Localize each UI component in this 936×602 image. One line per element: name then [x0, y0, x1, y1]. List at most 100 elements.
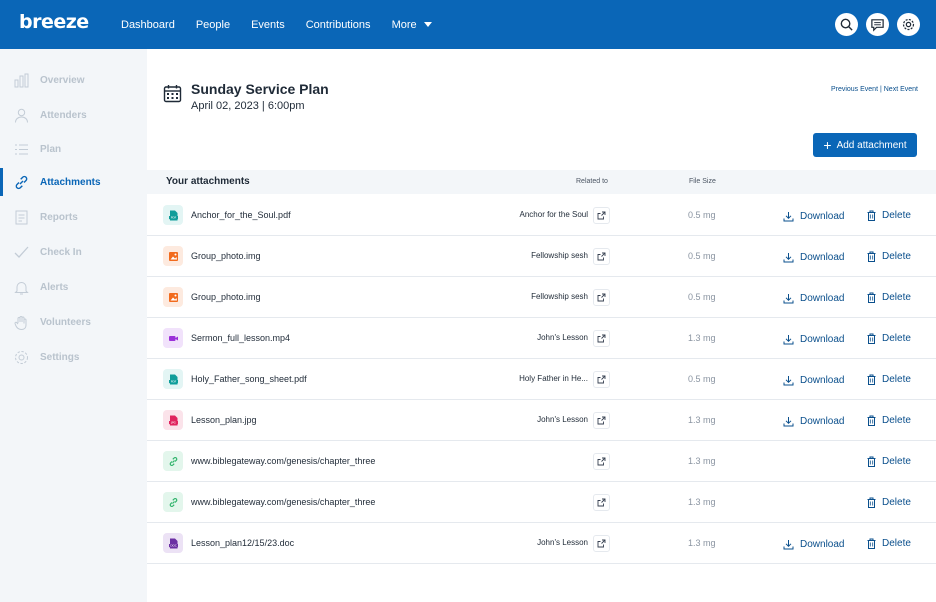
breeze-logo[interactable]: breeze — [19, 11, 89, 33]
file-size: 0.5 mg — [688, 251, 716, 261]
table-row: Group_photo.img Fellowship sesh 0.5 mg Down… — [147, 277, 936, 318]
sidebar-item-settings[interactable]: Settings — [0, 343, 147, 371]
download-button[interactable]: Download — [783, 293, 844, 304]
nav-more[interactable]: More — [392, 19, 432, 31]
chevron-down-icon — [423, 22, 432, 27]
open-external-button[interactable] — [593, 248, 610, 265]
nav-dashboard[interactable]: Dashboard — [121, 18, 175, 31]
related-to: Fellowship sesh — [531, 251, 588, 260]
trash-icon — [866, 538, 882, 549]
download-label: Download — [800, 252, 845, 263]
external-link-icon — [597, 457, 606, 466]
download-button[interactable]: Download — [783, 375, 844, 386]
download-label: Download — [800, 293, 845, 304]
delete-label: Delete — [882, 210, 911, 221]
delete-button[interactable]: Delete — [866, 210, 911, 221]
delete-button[interactable]: Delete — [866, 456, 911, 467]
download-button[interactable]: Download — [783, 211, 844, 222]
previous-event-link[interactable]: Previous Event — [830, 86, 879, 93]
sidebar-item-volunteers[interactable]: Volunteers — [0, 308, 147, 336]
file-name[interactable]: Sermon_full_lesson.mp4 — [191, 333, 291, 343]
separator: | — [878, 86, 884, 93]
sidebar-item-attenders[interactable]: Attenders — [0, 101, 147, 129]
table-row: JPG Lesson_plan.jpg John's Lesson 1.3 mg Dow… — [147, 400, 936, 441]
file-name[interactable]: Lesson_plan.jpg — [191, 415, 257, 425]
sidebar-item-overview[interactable]: Overview — [0, 66, 147, 94]
download-button[interactable]: Download — [783, 334, 844, 345]
chat-icon — [871, 19, 884, 32]
file-name[interactable]: Anchor_for_the_Soul.pdf — [191, 210, 291, 220]
sidebar-item-check-in[interactable]: Check In — [0, 238, 147, 266]
video-file-icon — [163, 328, 183, 348]
nav-contributions[interactable]: Contributions — [305, 18, 371, 31]
sidebar-item-alerts[interactable]: Alerts — [0, 273, 147, 301]
trash-icon — [866, 374, 882, 385]
file-size: 0.5 mg — [688, 374, 716, 384]
delete-button[interactable]: Delete — [866, 538, 911, 549]
related-to: Anchor for the Soul — [519, 210, 588, 219]
open-external-button[interactable] — [593, 207, 610, 224]
related-to: John's Lesson — [537, 538, 588, 547]
open-external-button[interactable] — [593, 330, 610, 347]
add-attachment-button[interactable]: + Add attachment — [813, 133, 917, 157]
related-to: Fellowship sesh — [531, 292, 588, 301]
table-header: Your attachments Related to File Size — [147, 170, 936, 194]
table-row: Group_photo.img Fellowship sesh 0.5 mg Down… — [147, 236, 936, 277]
person-icon — [13, 107, 30, 124]
open-external-button[interactable] — [593, 412, 610, 429]
open-external-button[interactable] — [593, 371, 610, 388]
file-size: 1.3 mg — [688, 333, 716, 343]
pdf-file-icon: PDF — [163, 205, 183, 225]
delete-button[interactable]: Delete — [866, 415, 911, 426]
delete-button[interactable]: Delete — [866, 292, 911, 303]
related-to: Holy Father in He... — [519, 374, 588, 383]
next-event-link[interactable]: Next Event — [883, 86, 918, 93]
file-name[interactable]: Lesson_plan12/15/23.doc — [191, 538, 295, 548]
download-icon — [783, 252, 800, 263]
open-external-button[interactable] — [593, 494, 610, 511]
gear-icon — [13, 349, 30, 366]
delete-button[interactable]: Delete — [866, 497, 911, 508]
link-icon — [163, 492, 183, 512]
pdf-file-icon: PDF — [163, 369, 183, 389]
report-icon — [13, 209, 30, 226]
delete-label: Delete — [882, 415, 911, 426]
sidebar-item-attachments[interactable]: Attachments — [0, 168, 147, 196]
file-name[interactable]: Group_photo.img — [191, 251, 261, 261]
delete-button[interactable]: Delete — [866, 251, 911, 262]
delete-button[interactable]: Delete — [866, 374, 911, 385]
download-button[interactable]: Download — [783, 539, 844, 550]
attachments-panel: Sunday Service Plan April 02, 2023 | 6:0… — [147, 49, 936, 602]
open-external-button[interactable] — [593, 453, 610, 470]
file-size: 0.5 mg — [688, 210, 716, 220]
open-external-button[interactable] — [593, 535, 610, 552]
nav-events[interactable]: Events — [251, 18, 285, 31]
jpg-file-icon: JPG — [163, 410, 183, 430]
download-icon — [783, 334, 800, 345]
main-nav: Dashboard People Events Contributions Mo… — [121, 0, 453, 49]
file-name[interactable]: www.biblegateway.com/genesis/chapter_thr… — [191, 497, 376, 507]
file-name[interactable]: Holy_Father_song_sheet.pdf — [191, 374, 307, 384]
nav-people[interactable]: People — [195, 18, 231, 31]
file-size: 1.3 mg — [688, 415, 716, 425]
file-name[interactable]: www.biblegateway.com/genesis/chapter_thr… — [191, 456, 376, 466]
delete-button[interactable]: Delete — [866, 333, 911, 344]
sidebar-item-reports[interactable]: Reports — [0, 203, 147, 231]
download-button[interactable]: Download — [783, 416, 844, 427]
top-actions — [835, 13, 920, 36]
table-row: DOC Lesson_plan12/15/23.doc John's Lesson 1… — [147, 523, 936, 564]
external-link-icon — [597, 498, 606, 507]
add-attachment-label: Add attachment — [836, 139, 907, 151]
download-icon — [783, 375, 800, 386]
file-name[interactable]: Group_photo.img — [191, 292, 261, 302]
search-icon — [840, 18, 853, 31]
settings-button[interactable] — [897, 13, 920, 36]
download-label: Download — [800, 416, 845, 427]
search-button[interactable] — [835, 13, 858, 36]
trash-icon — [866, 251, 882, 262]
image-file-icon — [163, 287, 183, 307]
messages-button[interactable] — [866, 13, 889, 36]
download-button[interactable]: Download — [783, 252, 844, 263]
sidebar-item-plan[interactable]: Plan — [0, 135, 147, 163]
open-external-button[interactable] — [593, 289, 610, 306]
